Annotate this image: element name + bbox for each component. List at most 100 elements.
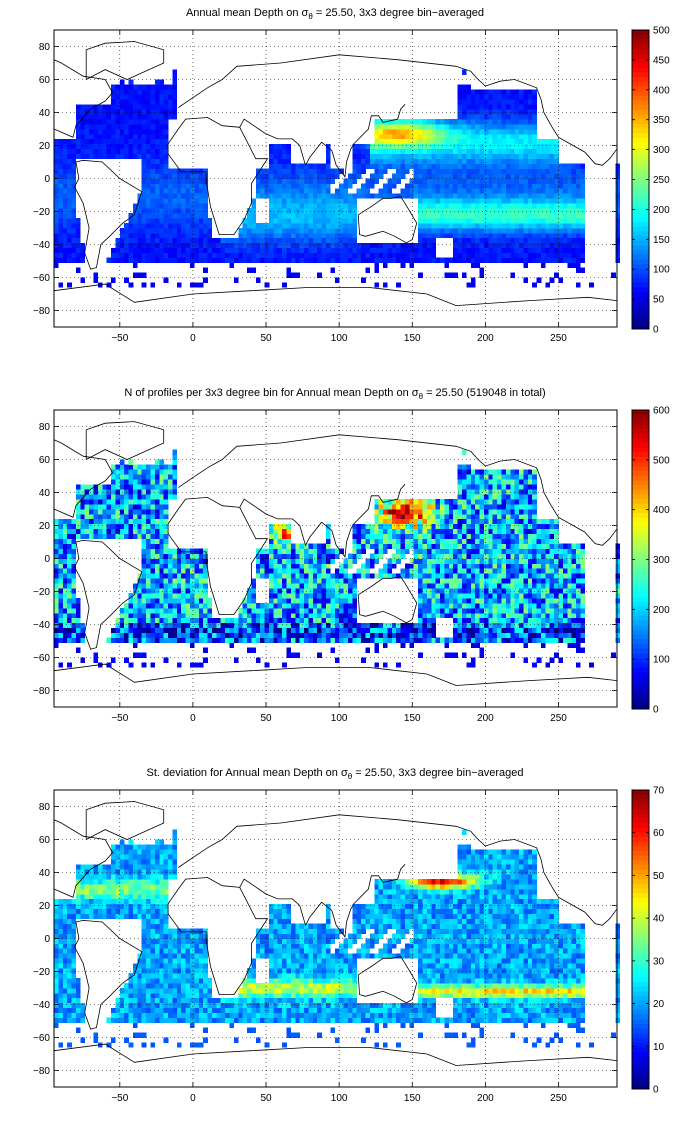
data-cell (571, 242, 577, 249)
data-cell (132, 213, 138, 219)
data-cell (545, 158, 551, 164)
data-cell (488, 637, 493, 643)
data-cell (168, 583, 173, 589)
data-cell (501, 163, 507, 169)
data-cell (396, 662, 401, 668)
data-cell (334, 203, 340, 209)
data-cell (457, 237, 463, 244)
data-cell (448, 124, 454, 130)
data-cell (470, 277, 476, 283)
data-cell (159, 124, 164, 130)
data-cell (124, 637, 129, 643)
data-cell (514, 208, 520, 214)
data-cell (461, 213, 467, 219)
data-cell (558, 178, 564, 184)
data-cell (75, 104, 81, 110)
data-cell (321, 178, 327, 184)
data-cell (453, 119, 458, 125)
data-cell (615, 203, 621, 209)
data-cell (580, 267, 586, 273)
data-cell (203, 183, 208, 189)
data-cell (549, 218, 555, 224)
data-cell (532, 168, 537, 174)
data-cell (97, 129, 103, 135)
data-cell (440, 143, 445, 150)
data-cell (391, 178, 397, 184)
data-cell (497, 109, 502, 115)
data-cell (523, 603, 529, 609)
data-cell (352, 548, 358, 554)
data-cell (505, 124, 511, 130)
data-cell (505, 138, 511, 145)
data-cell (277, 223, 283, 229)
data-cell (497, 124, 502, 130)
data-cell (119, 247, 125, 254)
data-cell (141, 573, 147, 579)
data-cell (444, 168, 450, 174)
colorbar-tick-label: 200 (653, 205, 670, 216)
data-cell (378, 252, 384, 258)
data-cell (475, 548, 480, 554)
data-cell (308, 193, 314, 199)
data-cell (163, 553, 169, 559)
data-cell (124, 99, 129, 105)
data-cell (194, 237, 200, 244)
data-cell (461, 257, 467, 263)
data-cell (576, 588, 581, 594)
data-cell (567, 178, 572, 184)
data-cell (97, 114, 103, 120)
data-cell (150, 588, 156, 594)
data-cell (475, 262, 480, 268)
data-cell (247, 252, 252, 258)
data-cell (321, 218, 327, 224)
data-cell (453, 193, 458, 199)
data-cell (54, 218, 59, 224)
data-cell (304, 593, 309, 599)
data-cell (576, 237, 581, 244)
data-cell (369, 143, 375, 150)
x-tick-label: 0 (190, 333, 196, 344)
data-cell (554, 558, 559, 564)
data-cell (365, 558, 371, 564)
data-cell (576, 568, 581, 574)
data-cell (457, 553, 463, 559)
data-cell (532, 588, 537, 594)
data-cell (198, 617, 204, 624)
data-cell (168, 603, 173, 609)
data-cell (268, 198, 274, 204)
data-cell (457, 603, 463, 609)
data-cell (146, 553, 151, 559)
data-cell (545, 553, 551, 559)
data-cell (571, 208, 577, 214)
data-cell (312, 168, 318, 174)
data-cell (422, 637, 428, 643)
data-cell (321, 568, 327, 574)
data-cell (369, 627, 375, 634)
data-cell (378, 573, 384, 579)
data-cell (203, 598, 208, 604)
data-cell (440, 213, 445, 219)
data-cell (128, 153, 134, 159)
data-cell (247, 228, 252, 234)
data-cell (488, 608, 493, 614)
data-cell (457, 242, 463, 249)
data-cell (312, 598, 318, 604)
data-cell (181, 583, 186, 589)
data-cell (554, 173, 559, 179)
data-cell (203, 168, 208, 174)
data-cell (505, 563, 511, 569)
data-cell (391, 257, 397, 263)
data-cell (554, 252, 559, 258)
data-cell (391, 247, 397, 254)
data-cell (159, 637, 164, 643)
data-cell (501, 89, 507, 95)
data-cell (137, 193, 143, 199)
data-cell (418, 242, 423, 249)
data-cell (422, 583, 428, 589)
data-cell (194, 583, 200, 589)
data-cell (488, 622, 493, 629)
data-cell (501, 558, 507, 564)
data-cell (532, 143, 537, 150)
data-cell (554, 153, 559, 159)
data-cell (242, 622, 248, 629)
